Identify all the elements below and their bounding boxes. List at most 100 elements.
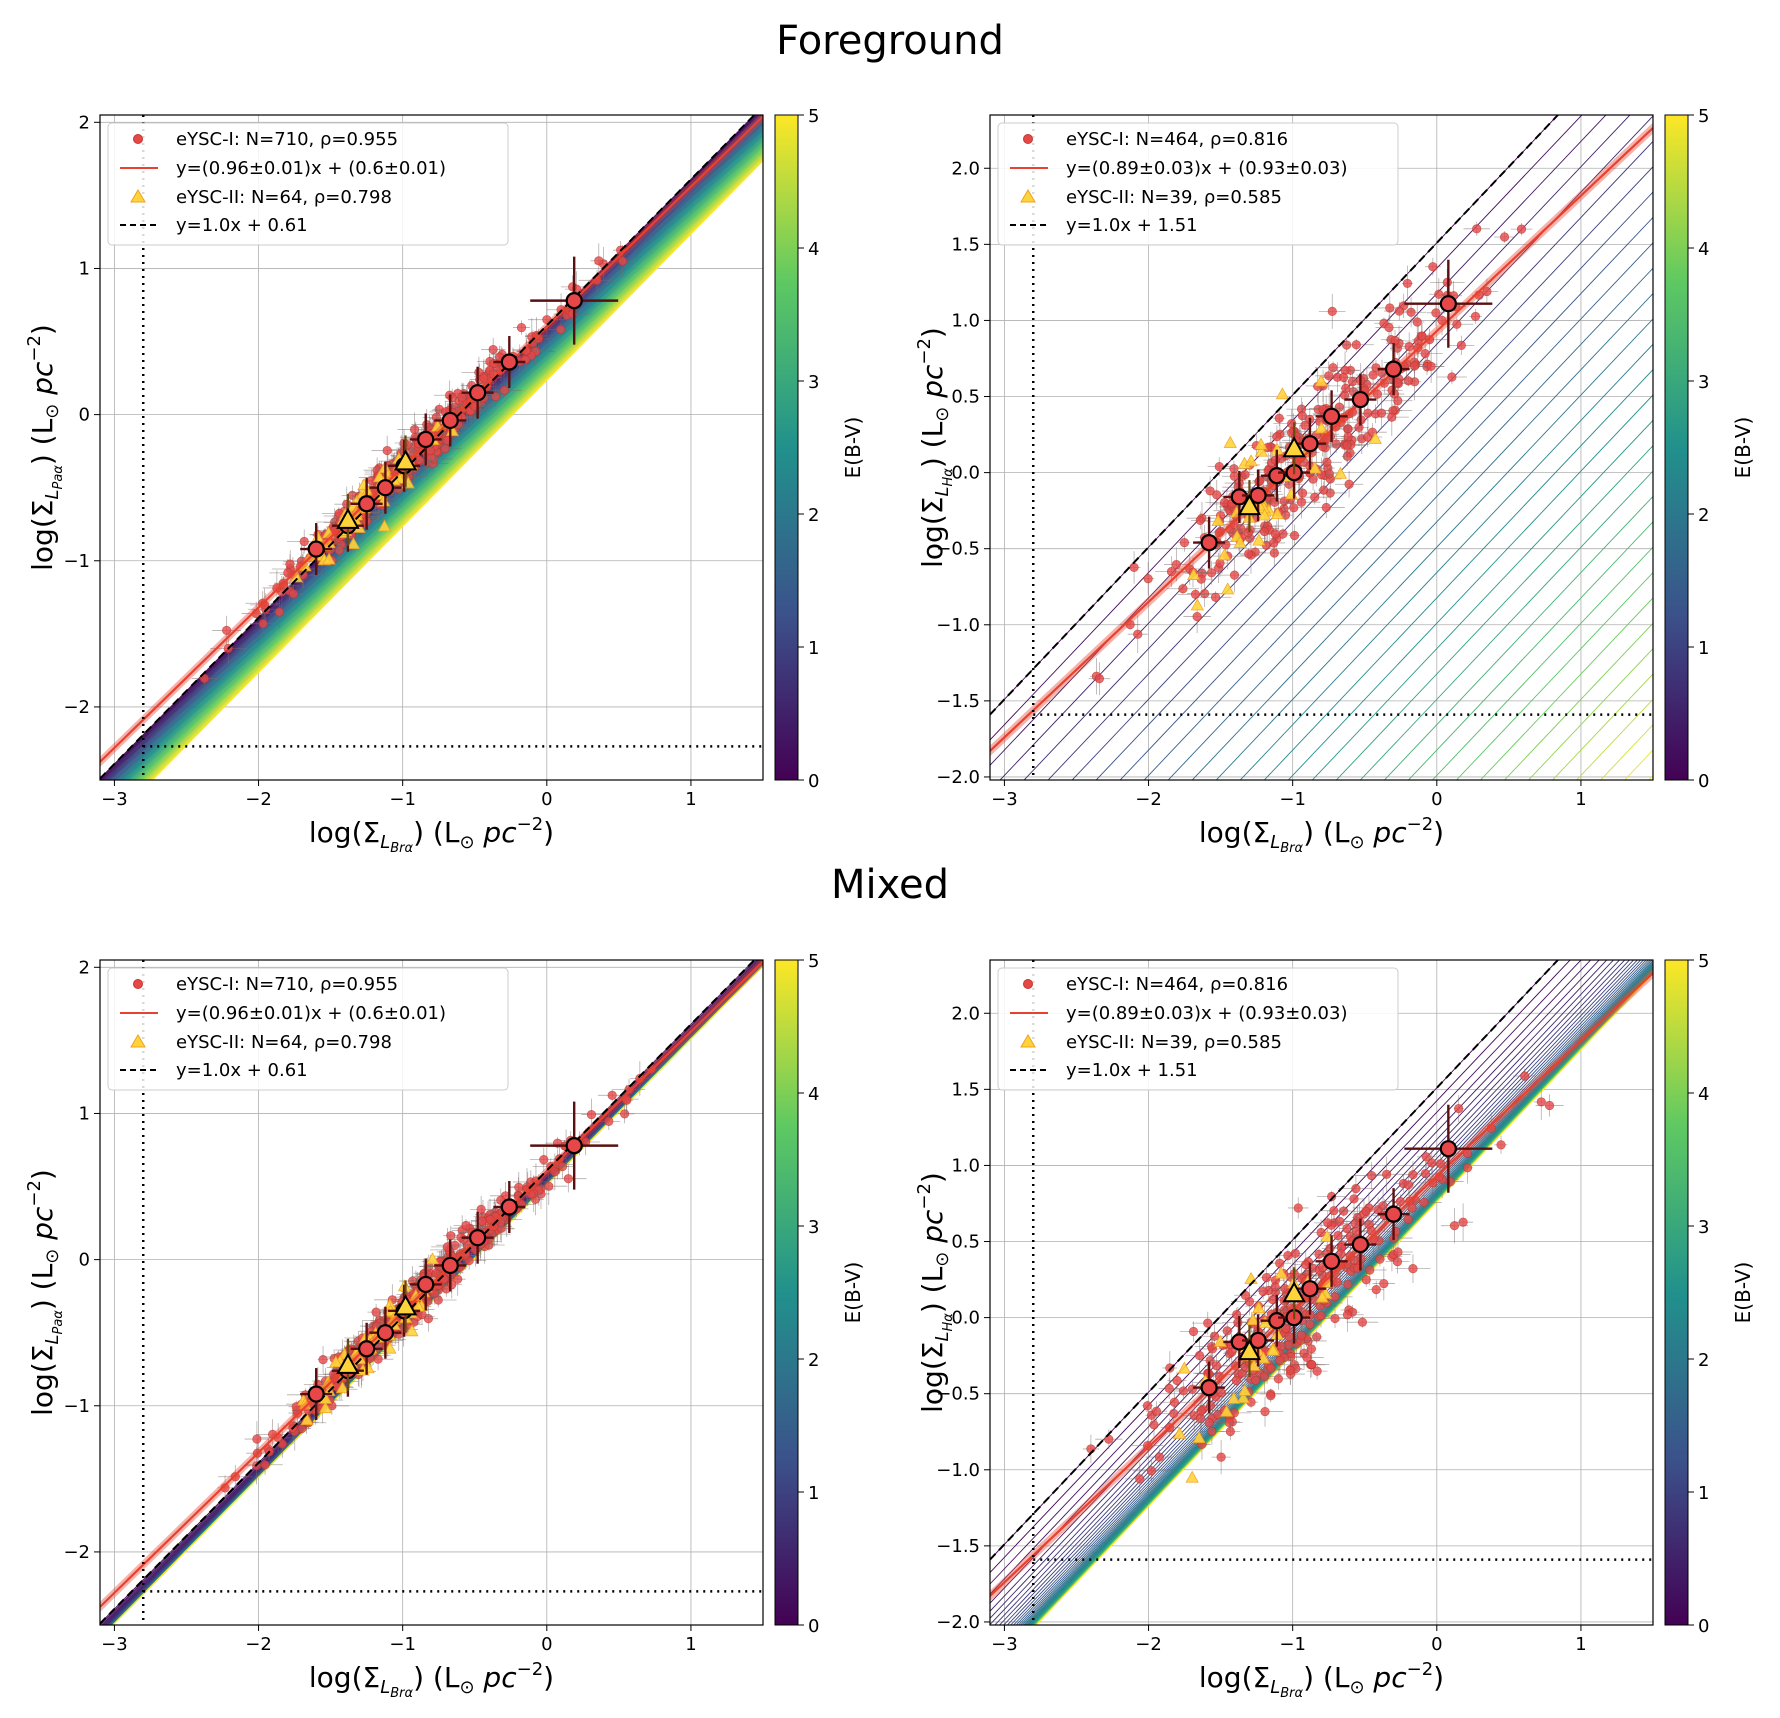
x-label-sun: ⊙ [459,1677,474,1698]
eysc1-point [1427,1158,1437,1168]
eysc1-point [1296,497,1307,507]
eysc1-point [1437,315,1447,325]
eysc2-point [1238,1383,1252,1396]
eysc1-point [1133,629,1143,639]
binned-median-point [1301,1280,1319,1298]
eysc1-point [1322,457,1332,467]
eysc1-point [1375,1254,1385,1264]
eysc1-point [1187,1384,1198,1394]
ebv-model-line [1335,445,1653,780]
y-label-unit: ) (L [916,1266,949,1313]
eysc1-point [1224,1417,1234,1428]
fit-line [990,972,1653,1597]
x-axis-label: log(ΣLBrα) (L⊙ pc−2) [309,814,554,856]
colorbar-tick-label: 3 [808,1217,819,1238]
eysc1-point [199,673,210,684]
legend-entry: y=1.0x + 1.51 [1066,215,1198,236]
y-tick-label: 2 [79,112,90,133]
binned-median-point [376,479,394,497]
eysc2-point [1227,1391,1241,1404]
colorbar-tick-label: 5 [1698,106,1709,127]
ebv-model-line [1431,546,1653,780]
eysc1-point [1308,474,1318,484]
binned-median-point [1268,1312,1286,1330]
eysc1-point [1146,1466,1156,1476]
eysc1-point [1402,278,1413,289]
eysc1-point [1211,1361,1222,1371]
ebv-model-line [124,133,763,780]
eysc2-point [1246,1313,1260,1326]
eysc2-point [1308,461,1322,474]
colorbar-label: E(B-V) [1731,417,1755,479]
binned-median-point [500,353,518,371]
y-axis-label: log(ΣLHα) (L⊙ pc−2) [914,1172,956,1413]
eysc1-point [1164,1383,1174,1394]
ebv-model-line [1359,470,1653,780]
reference-line [990,115,1560,716]
legend-entry: y=1.0x + 1.51 [1066,1060,1198,1081]
eysc1-point [1361,1206,1371,1216]
x-tick-label: 1 [1575,1634,1586,1655]
eysc1-point [1454,1103,1464,1114]
x-label-subsub: Brα [1280,841,1303,856]
ebv-model-line [128,136,763,780]
y-axis-label: log(ΣLPaα) (L⊙ pc−2) [24,324,66,571]
colorbar-tick-label: 4 [808,239,819,260]
binned-eysc2-point [393,1294,418,1316]
legend-entry: y=(0.96±0.01)x + (0.6±0.01) [176,1003,446,1024]
foreground-ha-vs-bra-plot: −3 −2 −1 0 1 −2.0 −1.5 −1.0 −0.5 0.0 0.5 1.0 1.5 2.0 l… [914,106,1755,856]
legend-box [107,122,509,246]
eysc1-point [1190,589,1201,599]
eysc1-point [252,1434,262,1444]
ebv-model-line [143,151,763,780]
legend-entry: eYSC-I: N=464, ρ=0.816 [1066,129,1288,150]
y-label-main: log(Σ [916,1342,949,1413]
ebv-model-line [130,138,763,780]
eysc1-point [1192,611,1202,622]
y-tick-label: 0.5 [951,387,980,408]
binned-median-point [358,495,376,513]
legend-entry: y=(0.89±0.03)x + (0.93±0.03) [1066,1003,1347,1024]
legend: eYSC-I: N=464, ρ=0.816 y=(0.89±0.03)x + (… [997,122,1399,246]
x-label-pc: pc [1365,816,1408,849]
ebv-model-line [1407,521,1653,780]
eysc1-point [1205,486,1215,496]
y-label-pc: pc [916,1209,949,1252]
eysc1-point [285,559,295,569]
x-label-pc: pc [475,1661,518,1694]
colorbar-tick-label: 1 [808,638,819,659]
eysc1-point [1149,1420,1159,1430]
eysc1-point [550,1167,560,1177]
eysc1-point [586,1109,597,1120]
ebv-model-line [142,150,763,780]
eysc1-point [1470,311,1481,322]
ebv-model-line [129,137,763,780]
x-axis-label: log(ΣLBrα) (L⊙ pc−2) [1199,1659,1444,1701]
eysc1-point [594,256,604,266]
eysc1-point [1324,469,1334,479]
eysc1-point [1195,515,1205,525]
colorbar [1664,959,1689,1626]
plot-frame [99,114,764,781]
eysc1-point [1419,1197,1429,1208]
eysc2-point [1251,1301,1266,1314]
eysc1-point [544,1181,554,1191]
eysc1-point [604,1116,614,1126]
ebv-model-line [123,132,763,780]
x-tick-label: 1 [1575,789,1586,810]
eysc2-point [1211,514,1225,527]
eysc1-point [1266,1363,1276,1373]
eysc1-point [1260,1406,1270,1417]
binned-median-point [1439,295,1457,313]
eysc1-point [1302,1352,1312,1363]
y-tick-label: −0.5 [936,539,980,560]
binned-median-point [1200,534,1218,552]
y-label-sub: L [42,1335,63,1345]
legend-entry: y=1.0x + 0.61 [176,1060,308,1081]
ebv-model-line [150,159,763,780]
eysc1-point [1169,1397,1179,1407]
eysc1-point [272,583,282,593]
eysc1-point [1341,383,1351,393]
eysc1-point [1382,1169,1392,1179]
y-label-unit: ) (L [26,1263,59,1310]
